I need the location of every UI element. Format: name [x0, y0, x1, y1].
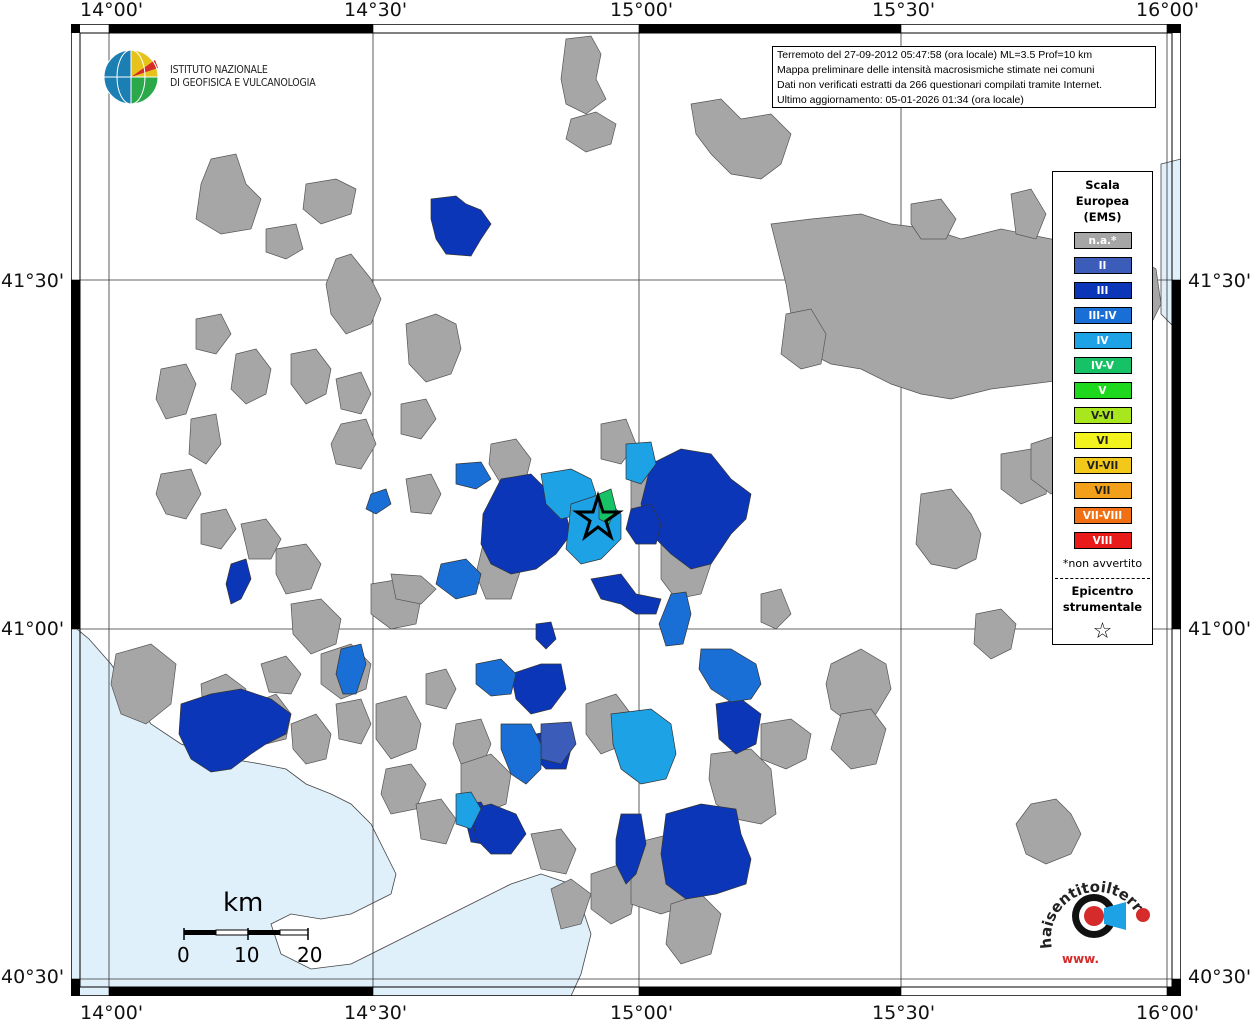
zone-iii-5: [590, 573, 662, 615]
zone-iv-5: [455, 791, 482, 830]
left-lat-label-2: 41°00': [1, 618, 65, 640]
top-lon-label-1: 14°00': [80, 0, 144, 21]
haisentito-logo: haisentitoilterremoto.it www.: [1022, 858, 1153, 966]
haisentito-www: www.: [1062, 952, 1099, 966]
zone-iii-1: [430, 195, 492, 257]
scale-tick-10: 10: [234, 943, 260, 967]
zone-iii-8: [178, 688, 292, 773]
legend-title-line2: Europea: [1075, 194, 1130, 208]
zone-iii-iv-8: [500, 723, 542, 785]
zone-iii-7: [510, 663, 567, 715]
zone-iii-6: [535, 621, 557, 650]
legend-swatch-0: n.a.*: [1073, 232, 1132, 249]
ingv-logo: [103, 49, 159, 105]
scale-bar: [183, 928, 309, 940]
municipalities-intensity: [178, 195, 762, 900]
info-line-3: Dati non verificati estratti da 266 ques…: [777, 79, 1103, 91]
scale-unit: km: [223, 888, 264, 918]
legend-swatch-9: VI-VII: [1073, 457, 1132, 474]
legend-items: n.a.* II III III-IV IV IV-V V V-VI VI VI-VII VII VI…: [1053, 232, 1152, 549]
legend-title-line3: (EMS): [1083, 210, 1122, 224]
scale-tick-0: 0: [177, 943, 190, 967]
zone-iii-14: [470, 803, 527, 855]
bottom-lon-label-1: 14°00': [80, 1002, 144, 1024]
legend-swatch-5: IV-V: [1073, 357, 1132, 374]
legend-note: *non avvertito: [1062, 557, 1143, 570]
zone-iv-4: [610, 708, 677, 785]
legend-epicentre-label: Epicentro strumentale: [1053, 583, 1152, 615]
zone-iii-iv-2: [365, 488, 392, 515]
top-lon-label-5: 16°00': [1136, 0, 1200, 21]
ingv-logo-text: ISTITUTO NAZIONALE DI GEOFISICA E VULCAN…: [170, 64, 316, 90]
legend-swatch-6: V: [1073, 382, 1132, 399]
top-lon-label-2: 14°30': [344, 0, 408, 21]
legend-separator: [1055, 578, 1150, 579]
epicentre-star: [572, 490, 624, 542]
legend-swatch-8: VI: [1073, 432, 1132, 449]
info-line-4: Ultimo aggiornamento: 05-01-2026 01:34 (…: [777, 94, 1024, 106]
top-lon-label-3: 15°00': [610, 0, 674, 21]
legend-swatch-1: II: [1073, 257, 1132, 274]
legend-epicentre-line1: Epicentro: [1071, 584, 1134, 598]
left-lat-label-3: 40°30': [1, 966, 65, 988]
info-line-1: Terremoto del 27-09-2012 05:47:58 (ora l…: [777, 49, 1093, 61]
legend-star-icon: ☆: [1092, 619, 1113, 644]
left-lat-label-1: 41°30': [1, 270, 65, 292]
zone-iv-3: [625, 441, 657, 485]
legend-swatch-2: III: [1073, 282, 1132, 299]
ingv-logo-line2: DI GEOFISICA E VULCANOLOGIA: [170, 77, 316, 89]
info-box: Terremoto del 27-09-2012 05:47:58 (ora l…: [772, 46, 1156, 108]
zone-iii-11: [660, 803, 752, 900]
zone-iii-iv-5: [698, 648, 762, 703]
legend-title-line1: Scala: [1085, 178, 1120, 192]
right-lat-label-3: 40°30': [1188, 966, 1252, 988]
legend-epicentre-line2: strumentale: [1062, 600, 1143, 614]
bottom-lon-label-4: 15°30': [872, 1002, 936, 1024]
legend-swatch-3: III-IV: [1073, 307, 1132, 324]
bottom-lon-label-2: 14°30': [344, 1002, 408, 1024]
zone-iii-9: [225, 558, 252, 605]
ingv-logo-line1: ISTITUTO NAZIONALE: [170, 64, 268, 76]
legend-swatch-11: VII-VIII: [1073, 507, 1132, 524]
right-lat-label-1: 41°30': [1188, 270, 1252, 292]
legend-swatch-7: V-VI: [1073, 407, 1132, 424]
zone-iii-4: [625, 503, 662, 545]
zone-iii-iv-3: [435, 558, 482, 600]
zone-iii-iv-4: [658, 591, 692, 647]
intensity-map: [71, 24, 1181, 996]
scale-tick-20: 20: [297, 943, 323, 967]
legend-swatch-12: VIII: [1073, 532, 1132, 549]
legend-swatch-10: VII: [1073, 482, 1132, 499]
zone-iii-iv-1: [455, 461, 492, 490]
info-line-2: Mappa preliminare delle intensità macros…: [777, 64, 1095, 76]
top-lon-label-4: 15°30': [872, 0, 936, 21]
legend-title: Scala Europea (EMS): [1053, 177, 1152, 225]
intensity-legend: Scala Europea (EMS) n.a.* II III III-IV IV IV…: [1052, 171, 1153, 645]
right-lat-label-2: 41°00': [1188, 618, 1252, 640]
zone-iii-12: [615, 813, 647, 885]
legend-swatch-4: IV: [1073, 332, 1132, 349]
bottom-lon-label-3: 15°00': [610, 1002, 674, 1024]
zone-iii-iv-6: [335, 643, 367, 695]
zone-iii-iv-7: [475, 658, 517, 697]
bottom-lon-label-5: 16°00': [1136, 1002, 1200, 1024]
